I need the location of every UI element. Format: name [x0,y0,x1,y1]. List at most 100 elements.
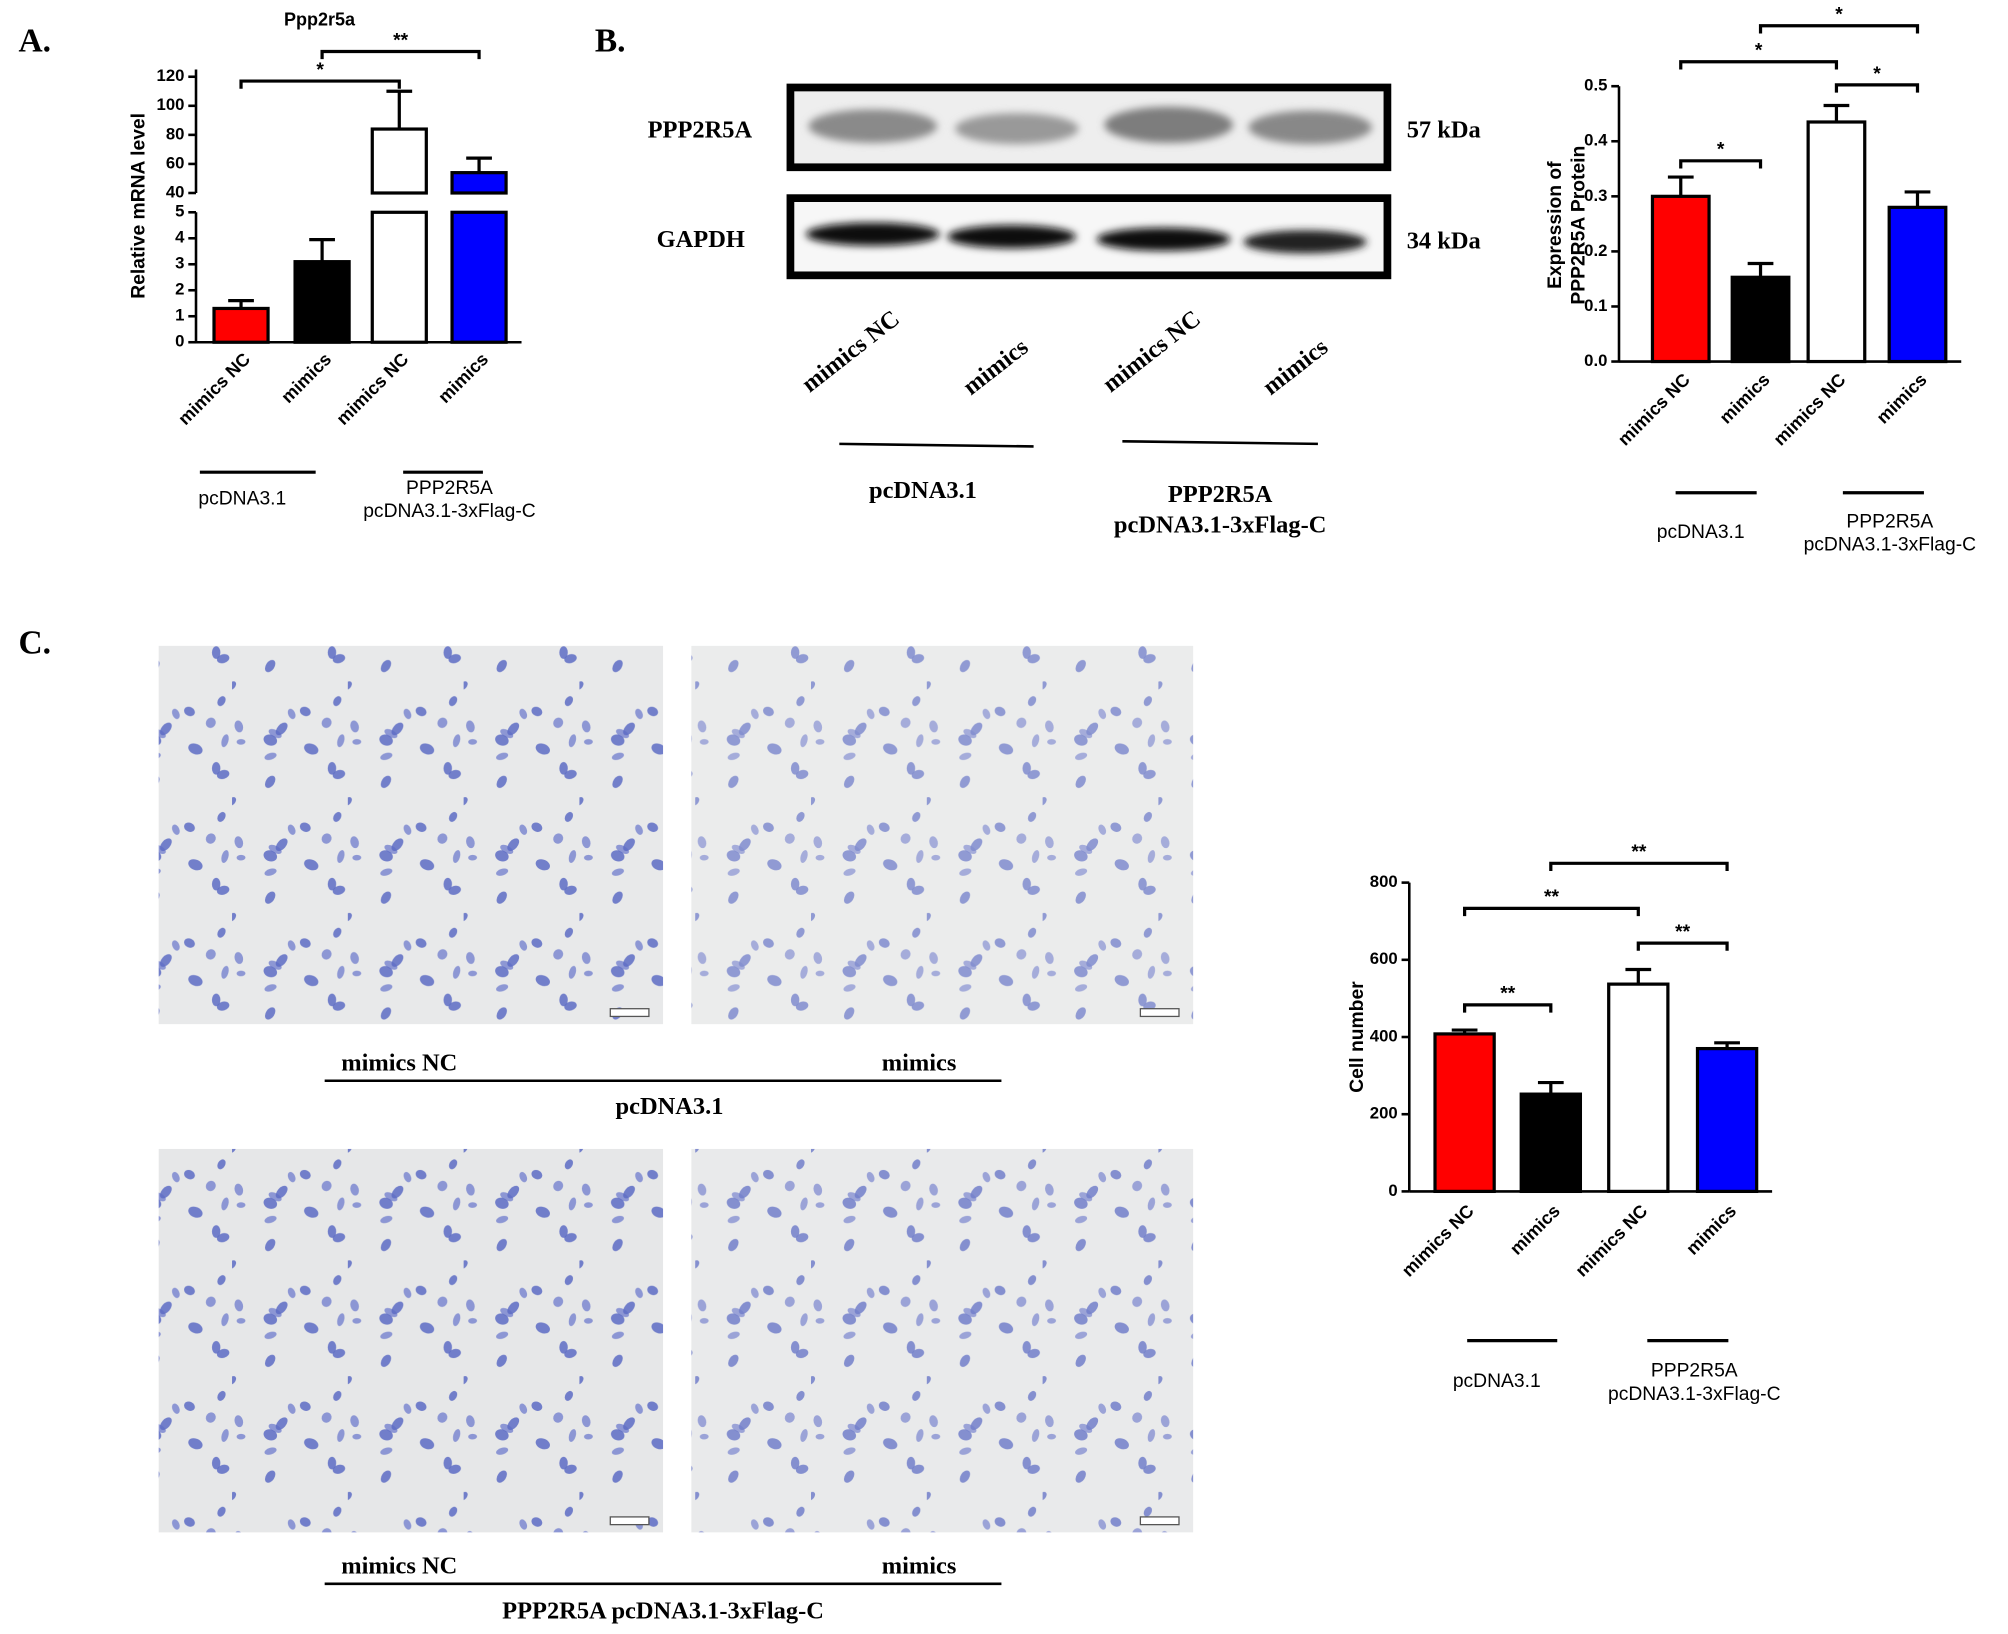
y-tick-label: 60 [166,153,185,172]
band [1096,227,1231,251]
y-tick-label: 0.2 [1584,241,1607,260]
significance-bracket [320,49,481,60]
y-axis-label: PPP2R5A Protein [1568,146,1589,305]
panel-label: B. [595,22,626,59]
micrograph-label: mimics NC [341,1553,457,1580]
y-tick-label: 120 [157,66,185,85]
band [955,113,1079,145]
scale-bar [609,1516,650,1526]
micrographs: mimics NC mimics pcDNA3.1 mimics NC mimi… [158,645,1194,1625]
y-tick-label: 0.3 [1584,186,1607,205]
micrograph-cells [158,645,664,1025]
x-tick-label: mimics [434,349,492,407]
western-blot: PPP2R5A GAPDH 57 kDa 34 kDa mimics NC mi… [648,83,1481,539]
micrograph-group: pcDNA3.1 [616,1093,724,1120]
significance-label: * [1755,41,1763,62]
significance-label: ** [1544,887,1560,908]
significance-bracket [1758,24,1920,34]
y-tick-label: 0.0 [1584,351,1607,370]
blot-protein: GAPDH [657,226,745,253]
significance-label: ** [1675,922,1691,943]
significance-label: ** [1500,984,1516,1005]
bar [370,210,428,344]
scale-bar [1139,1516,1180,1526]
band [808,109,938,143]
band [947,225,1077,249]
x-tick-label: mimics NC [332,349,412,429]
x-tick-label: mimics NC [1398,1201,1478,1281]
lane-label: mimics [958,333,1033,400]
significance-bracket [1679,60,1839,70]
significance-label: ** [393,30,409,51]
significance-bracket [1834,83,1920,93]
group-line [839,442,1034,448]
band [805,222,940,246]
micrograph-label: mimics [882,1553,957,1580]
bar [1806,120,1867,364]
y-tick-label: 2 [175,280,184,299]
x-tick-label: mimics NC [1770,370,1850,450]
y-axis-label: Relative mRNA level [129,113,150,299]
y-tick-label: 0.5 [1584,76,1607,95]
bar [1730,275,1791,364]
group-label: PPP2R5A [406,478,493,499]
y-tick-label: 5 [175,202,184,221]
scale-bar [1139,1008,1180,1018]
y-tick-label: 4 [175,228,185,247]
significance-bracket [1636,941,1729,951]
group-label: pcDNA3.1 [1453,1371,1541,1392]
y-tick-label: 0.4 [1584,131,1608,150]
y-tick-label: 0.1 [1584,296,1607,315]
x-tick-label: mimics [1716,370,1774,428]
x-tick-label: mimics [1873,370,1931,428]
y-tick-label: 600 [1370,949,1398,968]
bar [1695,1046,1759,1194]
bar [450,210,508,344]
x-tick-label: mimics NC [1614,370,1694,450]
significance-bracket [1462,906,1640,917]
group-label: PPP2R5A [1168,481,1273,508]
chart-title: Ppp2r5a [284,10,356,30]
group-label: PPP2R5A [1846,512,1933,533]
micrograph-cells [158,1148,664,1533]
panel-label: C. [18,625,51,662]
y-axis-label: Cell number [1347,981,1368,1093]
significance-bracket [239,79,401,89]
y-tick-label: 40 [166,182,185,201]
panel-label: A. [18,22,51,59]
x-tick-label: mimics NC [174,349,254,429]
band [1243,230,1367,254]
y-tick-label: 0 [1388,1181,1397,1200]
y-tick-label: 3 [175,254,184,273]
group-label: pcDNA3.1-3xFlag-C [1804,535,1977,556]
bar [1519,1092,1583,1194]
y-tick-label: 200 [1370,1104,1398,1123]
x-tick-label: mimics [1506,1201,1564,1259]
bar [1650,194,1711,364]
blot-protein: PPP2R5A [648,117,753,144]
y-tick-label: 800 [1370,872,1398,891]
bar [450,171,508,195]
bar [212,306,270,344]
micrograph-label: mimics NC [341,1049,457,1076]
micrograph-cells [691,645,1194,1025]
bar [370,127,428,195]
significance-bracket [1462,1003,1553,1013]
group-label: pcDNA3.1-3xFlag-C [363,501,536,522]
blot-size: 57 kDa [1407,117,1481,144]
lane-label: mimics [1258,333,1333,400]
bands [805,106,1372,254]
y-tick-label: 400 [1370,1026,1398,1045]
significance-bracket [1549,861,1729,872]
micrograph-cells [691,1148,1194,1533]
band [1248,110,1372,145]
group-label: pcDNA3.1-3xFlag-C [1608,1384,1781,1405]
y-axis-label: Expression of [1545,161,1566,289]
significance-label: ** [1631,842,1647,863]
bar [1887,205,1948,364]
group-label: PPP2R5A [1651,1361,1738,1382]
bar [293,260,351,344]
group-label: pcDNA3.1-3xFlag-C [1114,512,1326,539]
blot-size: 34 kDa [1407,227,1481,254]
